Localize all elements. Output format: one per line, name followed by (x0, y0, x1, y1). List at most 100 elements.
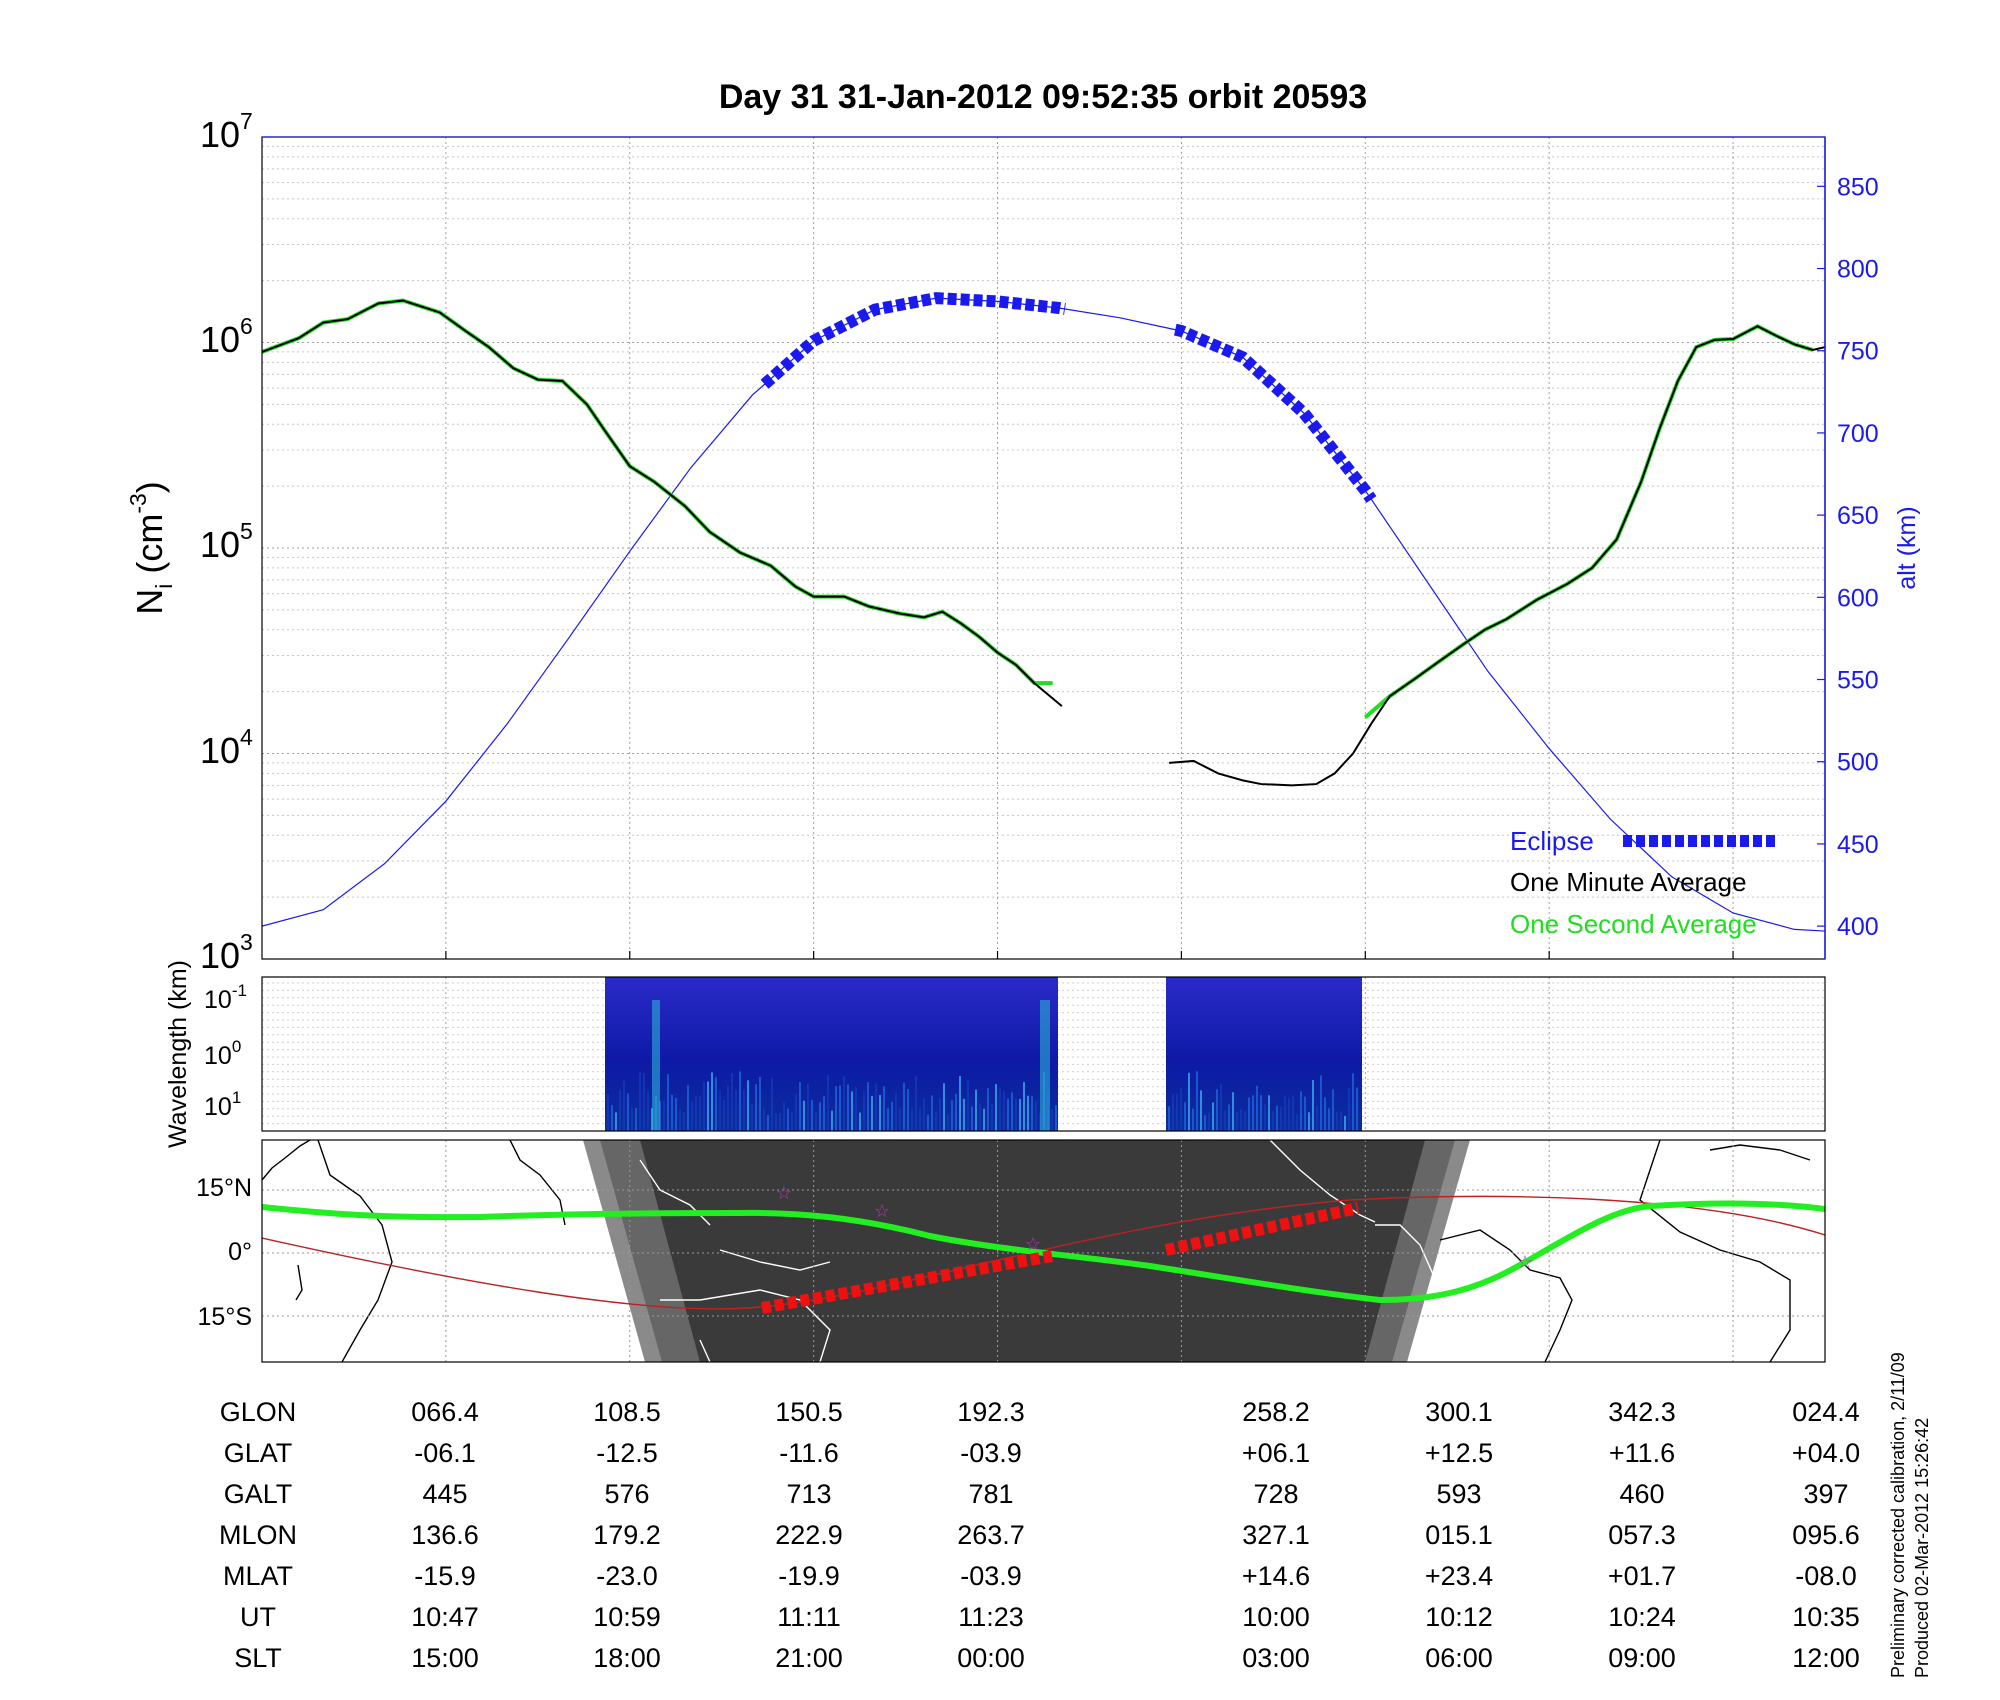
y2-tick-label: 650 (1837, 502, 1879, 530)
spec-streak (983, 1108, 985, 1131)
spec-streak (1352, 1073, 1354, 1131)
coastline (317, 1140, 393, 1362)
table-row-label: GLON (220, 1397, 297, 1427)
table-cell: -11.6 (779, 1438, 839, 1468)
table-cell: 397 (1803, 1479, 1848, 1509)
y-axis-label: Ni (cm-3) (125, 481, 177, 615)
star-icon: ☆ (874, 1201, 890, 1221)
spec-streak (871, 1096, 873, 1131)
table-cell: 342.3 (1608, 1397, 1676, 1427)
spec-streak (843, 1076, 845, 1131)
spec-streak (1180, 1088, 1182, 1131)
spec-streak (879, 1094, 881, 1131)
spec-streak (1284, 1095, 1286, 1131)
spec-streak (927, 1114, 929, 1131)
orbit-data-table: GLON 066.4 108.5 150.5 192.3 258.2 300.1 342.3 0… (219, 1397, 1860, 1673)
table-cell: 258.2 (1242, 1397, 1310, 1427)
spec-streak (1336, 1111, 1338, 1131)
spec-streak (811, 1099, 813, 1131)
spec-streak (727, 1085, 729, 1131)
star-icon: ☆ (1025, 1234, 1041, 1254)
spec-streak (863, 1091, 865, 1131)
spec-streak (731, 1072, 733, 1131)
spec-streak (611, 1105, 613, 1131)
table-cell: -08.0 (1795, 1561, 1857, 1591)
spec-streak (1328, 1108, 1330, 1131)
spec-streak (1003, 1090, 1005, 1131)
table-cell: 057.3 (1608, 1520, 1676, 1550)
coastline (1269, 1140, 1376, 1223)
spec-streak (1200, 1090, 1202, 1131)
spec-streak (859, 1112, 861, 1131)
spec-streak (791, 1112, 793, 1131)
table-cell: +11.6 (1609, 1438, 1675, 1468)
spec-streak (1244, 1110, 1246, 1131)
y-axis-ticks: 103 104 105 106 107 (200, 108, 253, 976)
spec-streak (1292, 1095, 1294, 1131)
table-cell: 576 (604, 1479, 649, 1509)
spec-streak (799, 1081, 801, 1131)
eclipse-segment (1174, 323, 1377, 503)
spec-streak (875, 1083, 877, 1131)
spec-streak (1312, 1080, 1314, 1131)
legend-second-label: One Second Average (1510, 909, 1757, 939)
spec-streak (1216, 1089, 1218, 1131)
spec-streak (607, 1093, 609, 1131)
spec-streak (779, 1113, 781, 1131)
spec-streak (1272, 1111, 1274, 1131)
spec-streak (743, 1089, 745, 1131)
spec-streak (1296, 1114, 1298, 1131)
footer: Preliminary corrected calibration, 2/11/… (1888, 1352, 1932, 1678)
eclipse-series (760, 292, 1377, 503)
spectrogram-block-1 (605, 977, 1058, 1131)
table-cell: -23.0 (596, 1561, 658, 1591)
spec-streak (1304, 1096, 1306, 1131)
table-cell: 263.7 (957, 1520, 1025, 1550)
y2-tick-label: 600 (1837, 584, 1879, 612)
chart-title: Day 31 31-Jan-2012 09:52:35 orbit 20593 (719, 78, 1367, 116)
y-tick-label: 103 (200, 929, 253, 976)
spec-streak (819, 1102, 821, 1131)
station-markers: ☆ ☆ ☆ ☆ (776, 1183, 1533, 1272)
spec-streak (711, 1072, 713, 1131)
table-cell: 15:00 (411, 1643, 479, 1673)
table-cell: 222.9 (775, 1520, 843, 1550)
spec-streak (999, 1088, 1001, 1131)
table-cell: -03.9 (960, 1561, 1022, 1591)
spec-streak (1288, 1098, 1290, 1131)
y2-tick-label: 450 (1837, 831, 1879, 859)
coastline (1709, 1144, 1811, 1161)
spectrogram-panel: 10-1 100 101 Wavelength (km) (164, 960, 1826, 1148)
coastline (1439, 1229, 1573, 1362)
table-row-label: GALT (224, 1479, 293, 1509)
table-row-label: MLON (219, 1520, 297, 1550)
spec-streak (647, 1091, 649, 1131)
table-cell: -15.9 (414, 1561, 476, 1591)
spec-streak (635, 1108, 637, 1131)
table-cell: -06.1 (414, 1438, 476, 1468)
coastline (262, 1140, 311, 1181)
spec-streak (1019, 1099, 1021, 1131)
spec-streak (1308, 1112, 1310, 1131)
spec-streak (1204, 1115, 1206, 1131)
spec-streak (1027, 1095, 1029, 1131)
coastline (295, 1264, 303, 1301)
coastline (1375, 1224, 1441, 1362)
spec-streak (867, 1082, 869, 1131)
coastline (699, 1339, 711, 1362)
y-tick-label: 104 (200, 724, 253, 771)
spec-streak (823, 1096, 825, 1131)
table-row-label: GLAT (224, 1438, 293, 1468)
spec-tick-label: 100 (204, 1037, 241, 1070)
legend: Eclipse One Minute Average One Second Av… (1510, 826, 1777, 939)
map-lat-labels: 15°N 0° 15°S (196, 1174, 252, 1331)
satellite-track (262, 1200, 1825, 1304)
table-cell: 179.2 (593, 1520, 661, 1550)
track-eclipse-segment-2 (1164, 1202, 1360, 1256)
table-cell: 095.6 (1792, 1520, 1860, 1550)
spec-streak (1232, 1092, 1234, 1131)
table-cell: -12.5 (596, 1438, 658, 1468)
spec-streak (687, 1085, 689, 1131)
table-cell: -19.9 (778, 1561, 840, 1591)
table-cell: 713 (786, 1479, 831, 1509)
